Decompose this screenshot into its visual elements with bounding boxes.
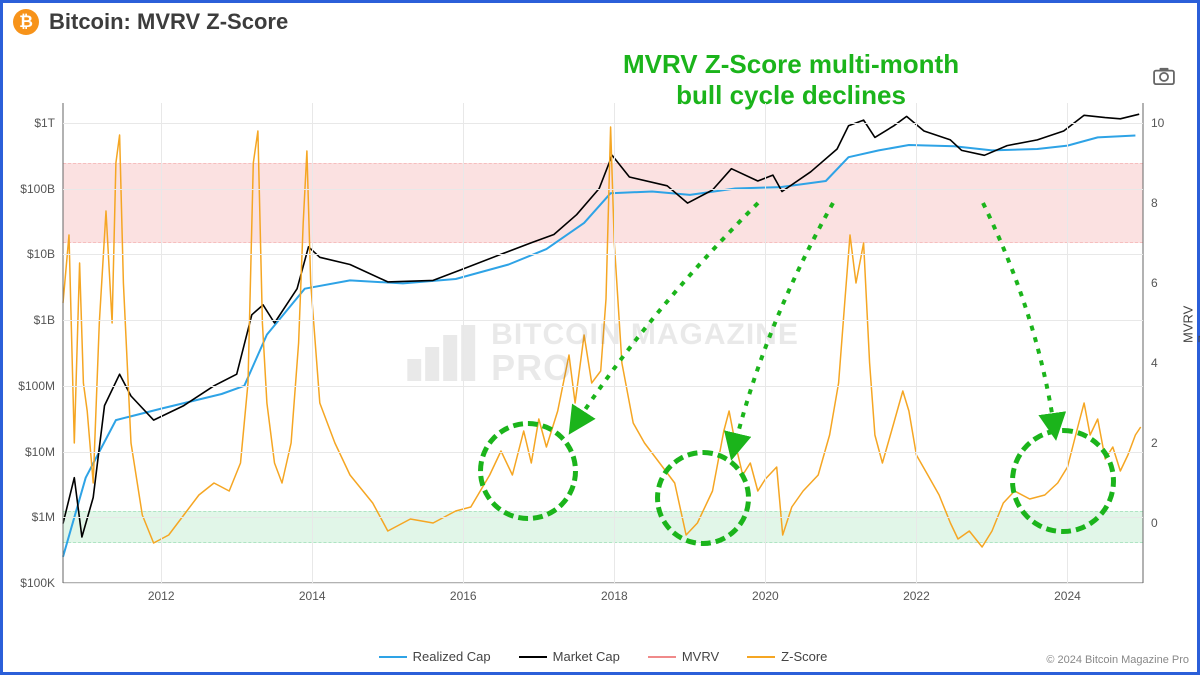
annotation-line1: MVRV Z-Score multi-month: [623, 49, 959, 80]
y-right-tick: 6: [1151, 276, 1191, 290]
y-right-tick: 0: [1151, 516, 1191, 530]
legend-item[interactable]: Market Cap: [519, 649, 620, 664]
y-left-tick: $100B: [5, 182, 55, 196]
camera-icon: [1153, 67, 1175, 85]
legend-swatch: [648, 656, 676, 658]
legend-swatch: [747, 656, 775, 658]
legend-swatch: [379, 656, 407, 658]
y-right-tick: 2: [1151, 436, 1191, 450]
legend-label: MVRV: [682, 649, 719, 664]
y-left-tick: $1B: [5, 313, 55, 327]
legend-item[interactable]: MVRV: [648, 649, 719, 664]
legend-label: Z-Score: [781, 649, 827, 664]
annotation-arrow: [63, 103, 1143, 583]
x-tick: 2012: [148, 589, 175, 603]
y-left-tick: $100K: [5, 576, 55, 590]
chart-frame: ₿ Bitcoin: MVRV Z-Score BITCOIN MAGAZINE: [0, 0, 1200, 675]
y-left-tick: $1T: [5, 116, 55, 130]
legend-swatch: [519, 656, 547, 658]
legend-item[interactable]: Z-Score: [747, 649, 827, 664]
legend: Realized Cap Market Cap MVRV Z-Score: [3, 649, 1200, 664]
y-right-tick: 8: [1151, 196, 1191, 210]
y-left-tick: $10B: [5, 247, 55, 261]
chart-header: ₿ Bitcoin: MVRV Z-Score: [3, 3, 1197, 39]
x-tick: 2020: [752, 589, 779, 603]
plot-area: BITCOIN MAGAZINE PRO MVRV Z-Score multi-…: [63, 103, 1143, 583]
x-tick: 2014: [299, 589, 326, 603]
bitcoin-glyph: ₿: [19, 12, 33, 32]
y-right-tick: 4: [1151, 356, 1191, 370]
x-tick: 2018: [601, 589, 628, 603]
y-right-tick: 10: [1151, 116, 1191, 130]
copyright-text: © 2024 Bitcoin Magazine Pro: [1046, 654, 1189, 666]
legend-item[interactable]: Realized Cap: [379, 649, 491, 664]
bitcoin-logo-icon: ₿: [13, 9, 39, 35]
screenshot-button[interactable]: [1153, 67, 1175, 85]
legend-label: Realized Cap: [413, 649, 491, 664]
legend-label: Market Cap: [553, 649, 620, 664]
y-left-tick: $10M: [5, 445, 55, 459]
x-tick: 2016: [450, 589, 477, 603]
y-left-tick: $100M: [5, 379, 55, 393]
right-y-axis-label: MVRV Z-Score: [1181, 306, 1200, 343]
x-tick: 2024: [1054, 589, 1081, 603]
x-tick: 2022: [903, 589, 930, 603]
y-left-tick: $1M: [5, 510, 55, 524]
chart-title: Bitcoin: MVRV Z-Score: [49, 9, 288, 35]
